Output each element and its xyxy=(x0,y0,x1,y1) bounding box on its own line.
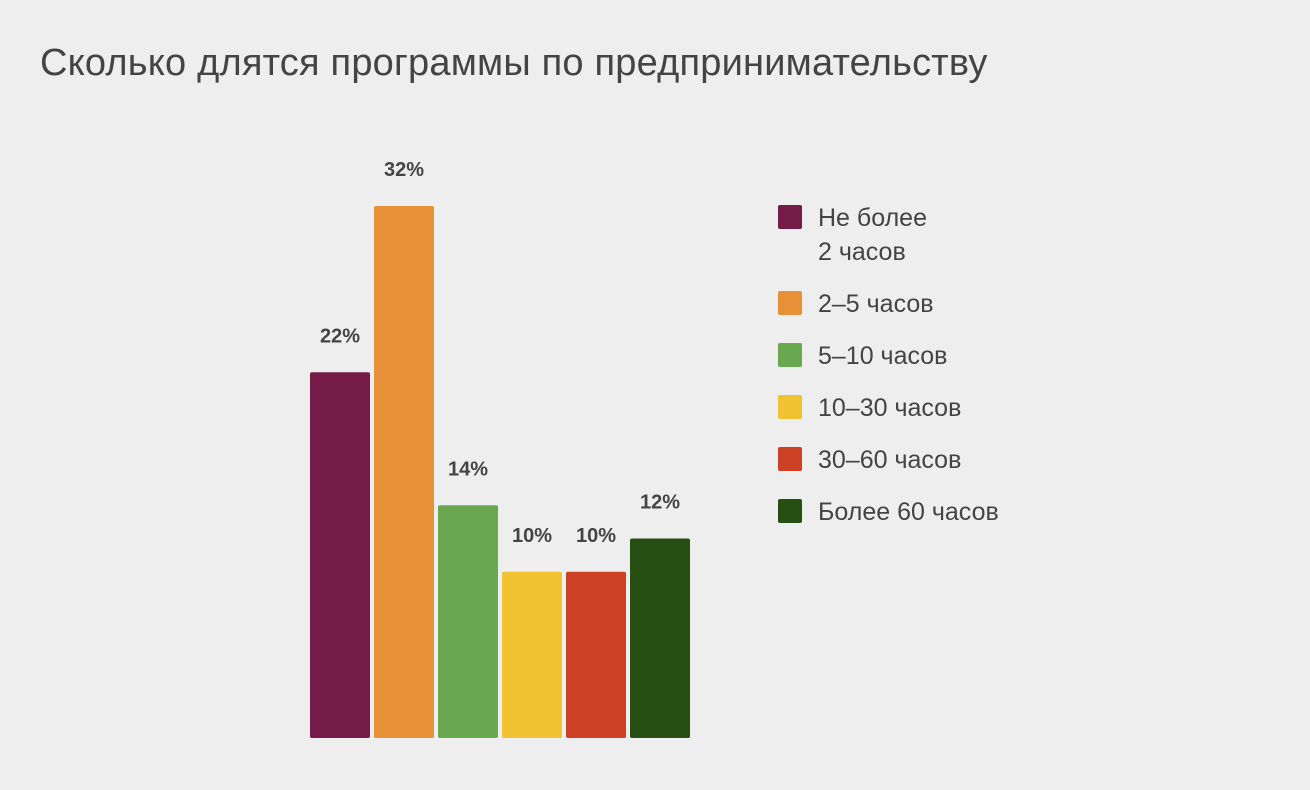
bar-value-label-2: 14% xyxy=(448,458,488,480)
legend-item-4: 30–60 часов xyxy=(778,443,999,477)
bar-value-label-5: 12% xyxy=(640,492,680,514)
legend-swatch-0 xyxy=(778,205,802,229)
legend-label-5: Более 60 часов xyxy=(818,498,999,526)
legend-swatch-3 xyxy=(778,395,802,419)
legend-item-5: Более 60 часов xyxy=(778,495,999,529)
chart-legend: Не более 2 часов 2–5 часов 5–10 часов 10–30… xyxy=(778,201,999,547)
bar-value-label-4: 10% xyxy=(576,525,616,547)
bar-value-label-1: 32% xyxy=(384,159,424,181)
chart-title: Сколько длятся программы по предпринимат… xyxy=(40,42,988,84)
bar-3 xyxy=(502,571,562,738)
legend-item-0: Не более 2 часов xyxy=(778,201,999,269)
bar-0 xyxy=(310,372,370,738)
bar-value-label-0: 22% xyxy=(320,325,360,347)
bar-value-label-3: 10% xyxy=(512,525,552,547)
legend-label-1: 2–5 часов xyxy=(818,290,934,318)
legend-label-2: 5–10 часов xyxy=(818,342,948,370)
legend-label-3: 10–30 часов xyxy=(818,394,962,422)
legend-swatch-1 xyxy=(778,291,802,315)
legend-item-3: 10–30 часов xyxy=(778,391,999,425)
legend-item-2: 5–10 часов xyxy=(778,339,999,373)
legend-item-1: 2–5 часов xyxy=(778,287,999,321)
bar-chart: 22% 32% 14% 10% 10% 12% xyxy=(310,159,690,738)
bar-2 xyxy=(438,505,498,738)
legend-label-4: 30–60 часов xyxy=(818,446,962,474)
legend-swatch-5 xyxy=(778,499,802,523)
bar-1 xyxy=(374,206,434,738)
legend-swatch-2 xyxy=(778,343,802,367)
legend-label-0: Не более 2 часов xyxy=(818,204,927,266)
bar-4 xyxy=(566,571,626,738)
bar-5 xyxy=(630,538,690,738)
legend-swatch-4 xyxy=(778,447,802,471)
